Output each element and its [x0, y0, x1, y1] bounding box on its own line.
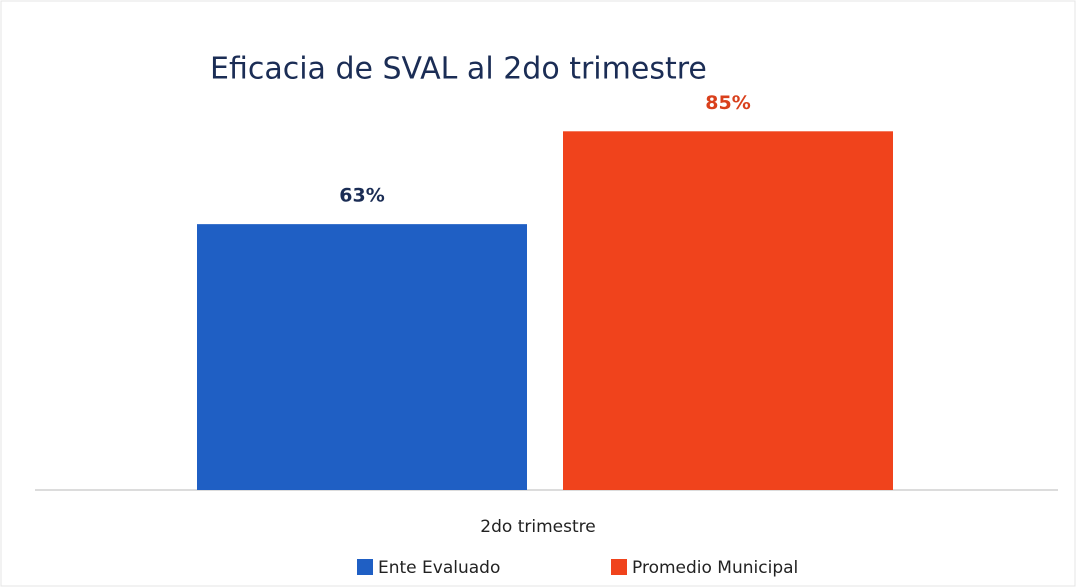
legend-swatch	[611, 559, 627, 575]
data-label: 85%	[705, 92, 750, 114]
chart-title: Eficacia de SVAL al 2do trimestre	[210, 52, 707, 87]
bar	[197, 224, 527, 490]
legend-label: Promedio Municipal	[632, 558, 798, 578]
legend-label: Ente Evaluado	[378, 558, 500, 578]
bar	[563, 131, 893, 491]
legend-swatch	[357, 559, 373, 575]
x-tick-label: 2do trimestre	[480, 517, 595, 537]
data-label: 63%	[339, 185, 384, 207]
